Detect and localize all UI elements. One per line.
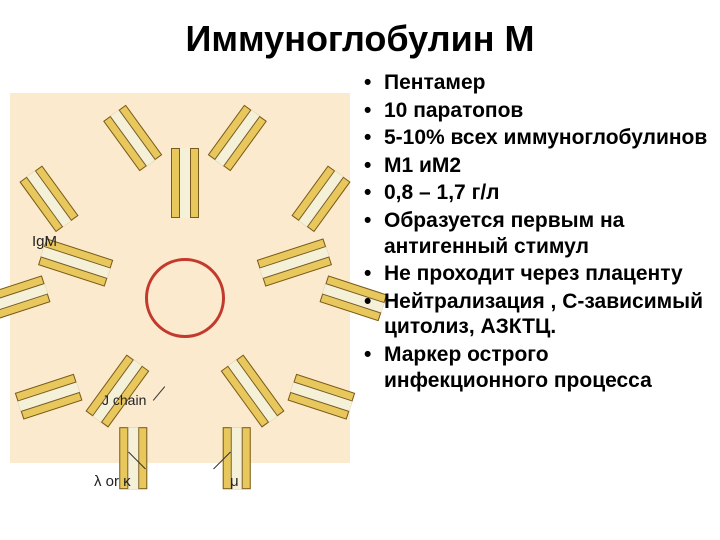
list-item: М1 иМ2 bbox=[362, 153, 710, 179]
content-row: IgM J chain λ or κ μ Пентамер 10 паратоп… bbox=[0, 68, 720, 488]
jchain-label: J chain bbox=[102, 392, 146, 408]
list-item: 5-10% всех иммуноглобулинов bbox=[362, 125, 710, 151]
list-item: 10 паратопов bbox=[362, 98, 710, 124]
igm-label: IgM bbox=[32, 233, 57, 250]
list-item: Образуется первым на антигенный стимул bbox=[362, 208, 710, 259]
list-item: 0,8 – 1,7 г/л bbox=[362, 180, 710, 206]
list-item: Нейтрализация , С-зависимый цитолиз, АЗК… bbox=[362, 289, 710, 340]
list-item: Маркер острого инфекционного процесса bbox=[362, 342, 710, 393]
igm-diagram: IgM J chain λ or κ μ bbox=[10, 68, 350, 488]
list-item: Пентамер bbox=[362, 70, 710, 96]
mu-label: μ bbox=[230, 473, 239, 490]
page-title: Иммуноглобулин М bbox=[0, 0, 720, 68]
bullet-list: Пентамер 10 паратопов 5-10% всех иммуног… bbox=[350, 68, 710, 395]
j-chain-ring bbox=[145, 258, 225, 338]
list-item: Не проходит через плаценту bbox=[362, 261, 710, 287]
lambda-kappa-label: λ or κ bbox=[94, 473, 131, 490]
